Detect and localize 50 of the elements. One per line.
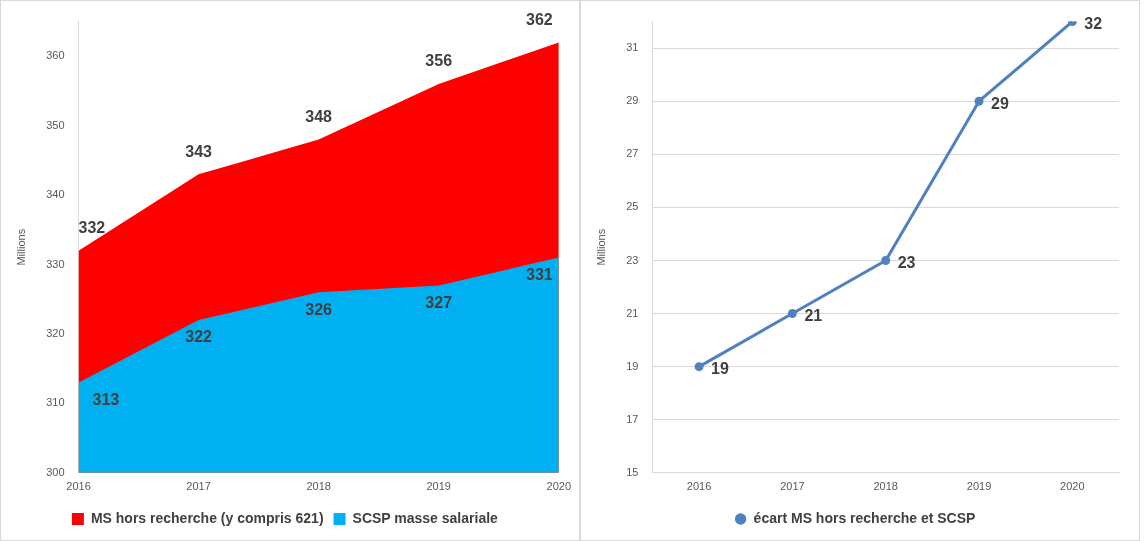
- point: [974, 96, 984, 106]
- y-tick-label: 350: [46, 118, 65, 131]
- x-tick-label: 2016: [66, 480, 91, 493]
- x-tick-label: 2019: [426, 480, 451, 493]
- x-tick-label: 2017: [780, 480, 805, 493]
- point: [787, 309, 797, 319]
- y-tick-label: 17: [626, 412, 639, 425]
- data-label: 23: [897, 253, 916, 271]
- data-label: 356: [425, 52, 453, 70]
- x-tick-label: 2018: [873, 480, 898, 493]
- y-axis-title: Millions: [594, 228, 607, 266]
- y-tick-label: 29: [626, 94, 639, 107]
- data-label: 331: [526, 266, 553, 284]
- y-tick-label: 31: [626, 41, 639, 54]
- data-label: 362: [526, 10, 553, 28]
- data-label: 313: [92, 390, 120, 408]
- y-tick-label: 25: [626, 200, 639, 213]
- legend-label: SCSP masse salariale: [352, 509, 499, 526]
- y-tick-label: 21: [626, 306, 639, 319]
- x-tick-label: 2020: [1060, 480, 1085, 493]
- point: [694, 362, 704, 372]
- data-label: 322: [185, 328, 213, 346]
- legend-label: MS hors recherche (y compris 621): [90, 509, 324, 526]
- data-label: 343: [185, 142, 213, 160]
- y-tick-label: 19: [626, 359, 639, 372]
- x-tick-label: 2020: [546, 480, 572, 493]
- y-tick-label: 360: [46, 49, 65, 62]
- data-label: 32: [1084, 15, 1103, 33]
- legend-label: écart MS hors recherche et SCSP: [753, 509, 976, 526]
- y-tick-label: 330: [46, 257, 65, 270]
- y-tick-label: 310: [46, 396, 65, 409]
- data-label: 29: [991, 94, 1009, 112]
- data-label: 332: [78, 219, 106, 237]
- data-label: 19: [711, 360, 729, 378]
- y-tick-label: 300: [46, 465, 65, 478]
- data-label: 21: [804, 306, 823, 324]
- x-tick-label: 2016: [686, 480, 712, 493]
- y-tick-label: 15: [626, 465, 639, 478]
- x-tick-label: 2019: [966, 480, 992, 493]
- y-tick-label: 27: [626, 147, 639, 160]
- y-tick-label: 23: [626, 253, 639, 266]
- data-label: 327: [425, 293, 453, 311]
- y-axis-title: Millions: [14, 228, 27, 266]
- x-tick-label: 2018: [306, 480, 331, 493]
- y-tick-label: 320: [46, 327, 65, 339]
- x-tick-label: 2017: [186, 480, 211, 493]
- data-label: 348: [305, 108, 333, 126]
- y-tick-label: 340: [46, 188, 65, 201]
- data-label: 326: [305, 300, 333, 318]
- point: [881, 255, 891, 265]
